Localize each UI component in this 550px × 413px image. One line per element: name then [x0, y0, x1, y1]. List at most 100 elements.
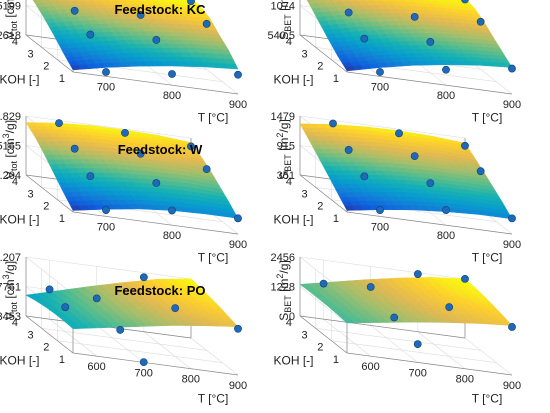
x-axis-label: T [°C]	[198, 392, 229, 406]
z-axis-label-part: /g]	[3, 120, 17, 133]
surface-chart-1: 0.26180.51990.7787008009001234T [°C]KOH …	[0, 0, 247, 125]
data-point	[102, 68, 109, 75]
data-point	[477, 168, 484, 175]
z-axis-label-part: BET	[283, 295, 293, 313]
y-axis-label: KOH [-]	[273, 213, 313, 227]
data-point	[153, 179, 160, 186]
y-axis-label: KOH [-]	[0, 213, 40, 227]
z-axis-label-part: tot	[9, 21, 19, 32]
y-axis-label: KOH [-]	[0, 73, 40, 87]
z-axis-label: SBET [m2/g]	[275, 0, 293, 40]
data-point	[46, 286, 53, 293]
x-axis-label: T [°C]	[198, 251, 229, 265]
data-point	[203, 166, 210, 173]
y-axis-label: KOH [-]	[273, 354, 313, 368]
y-tick-label: 2	[317, 342, 323, 354]
data-point	[203, 20, 210, 27]
z-axis-label-part: /g]	[277, 119, 291, 132]
data-point	[391, 314, 398, 321]
z-axis-label-part: tot	[9, 161, 19, 172]
data-point	[234, 215, 241, 222]
z-axis-label-part: V	[3, 171, 17, 179]
z-axis-label-part: [m	[277, 279, 291, 296]
y-tick-label: 3	[302, 48, 308, 60]
z-axis-label-part: [cm	[3, 279, 17, 302]
y-axis-label: KOH [-]	[0, 354, 40, 368]
x-tick-label: 700	[409, 367, 427, 379]
grid-line	[26, 257, 191, 279]
data-point	[345, 146, 352, 153]
y-axis-label: KOH [-]	[273, 73, 313, 87]
chart-title-w: Feedstock: W	[118, 142, 203, 157]
data-point	[508, 65, 515, 72]
data-point	[153, 36, 160, 43]
data-point	[71, 7, 78, 14]
chart-title-kc: Feedstock: KC	[114, 2, 205, 17]
data-point	[508, 215, 515, 222]
x-tick-label: 900	[503, 380, 521, 392]
surface-chart-2: 540.5107416077008009001234T [°C]KOH [-]S…	[267, 0, 521, 125]
x-tick-label: 900	[503, 239, 521, 251]
data-point	[367, 283, 374, 290]
data-point	[508, 323, 515, 330]
data-point	[71, 145, 78, 152]
data-point	[329, 120, 336, 127]
y-tick-label: 2	[43, 61, 49, 73]
data-point	[172, 305, 179, 312]
y-tick-label: 1	[333, 354, 339, 366]
z-axis-label-part: [cm	[3, 138, 17, 161]
z-axis-label-part: S	[277, 313, 291, 321]
x-tick-label: 600	[87, 361, 105, 373]
data-point	[427, 180, 434, 187]
y-tick-label: 2	[43, 342, 49, 354]
x-tick-label: 800	[163, 90, 181, 102]
data-point	[361, 35, 368, 42]
data-point	[395, 130, 402, 137]
data-point	[411, 13, 418, 20]
data-point	[55, 120, 62, 127]
data-point	[140, 359, 147, 366]
z-axis-label-part: [m	[277, 138, 291, 155]
x-tick-label: 700	[135, 367, 153, 379]
data-point	[442, 66, 449, 73]
data-point	[117, 326, 124, 333]
data-point	[442, 206, 449, 213]
z-axis-label-part: /g]	[3, 261, 17, 274]
data-point	[361, 173, 368, 180]
data-point	[427, 38, 434, 45]
z-axis-label: Vtot [cm3/g]	[1, 0, 19, 39]
x-tick-label: 800	[437, 230, 455, 242]
surface-chart-5: 0.34530.77611.2076007008009001234T [°C]K…	[0, 252, 247, 406]
y-tick-label: 2	[317, 201, 323, 213]
y-tick-label: 1	[59, 213, 65, 225]
x-axis-label: T [°C]	[472, 111, 503, 125]
z-axis-label-part: [m	[277, 0, 291, 14]
x-tick-label: 900	[229, 99, 247, 111]
z-axis-label-part: [cm	[3, 0, 17, 21]
y-tick-label: 3	[302, 188, 308, 200]
y-tick-label: 3	[28, 188, 34, 200]
x-axis-label: T [°C]	[472, 392, 503, 406]
data-point	[168, 70, 175, 77]
chart-title-po: Feedstock: PO	[114, 283, 205, 298]
y-tick-label: 3	[28, 329, 34, 341]
z-axis-label-part: V	[3, 31, 17, 39]
data-point	[320, 280, 327, 287]
data-point	[376, 207, 383, 214]
x-tick-label: 800	[456, 374, 474, 386]
data-point	[121, 129, 128, 136]
grid-line	[300, 257, 465, 279]
data-point	[102, 207, 109, 214]
z-axis-label-part: S	[277, 172, 291, 180]
x-tick-label: 700	[371, 221, 389, 233]
data-point	[140, 274, 147, 281]
x-tick-label: 600	[361, 361, 379, 373]
data-point	[376, 68, 383, 75]
z-axis-label-part: V	[3, 312, 17, 320]
x-tick-label: 700	[371, 81, 389, 93]
z-axis-label-part: tot	[9, 302, 19, 313]
data-point	[477, 18, 484, 25]
